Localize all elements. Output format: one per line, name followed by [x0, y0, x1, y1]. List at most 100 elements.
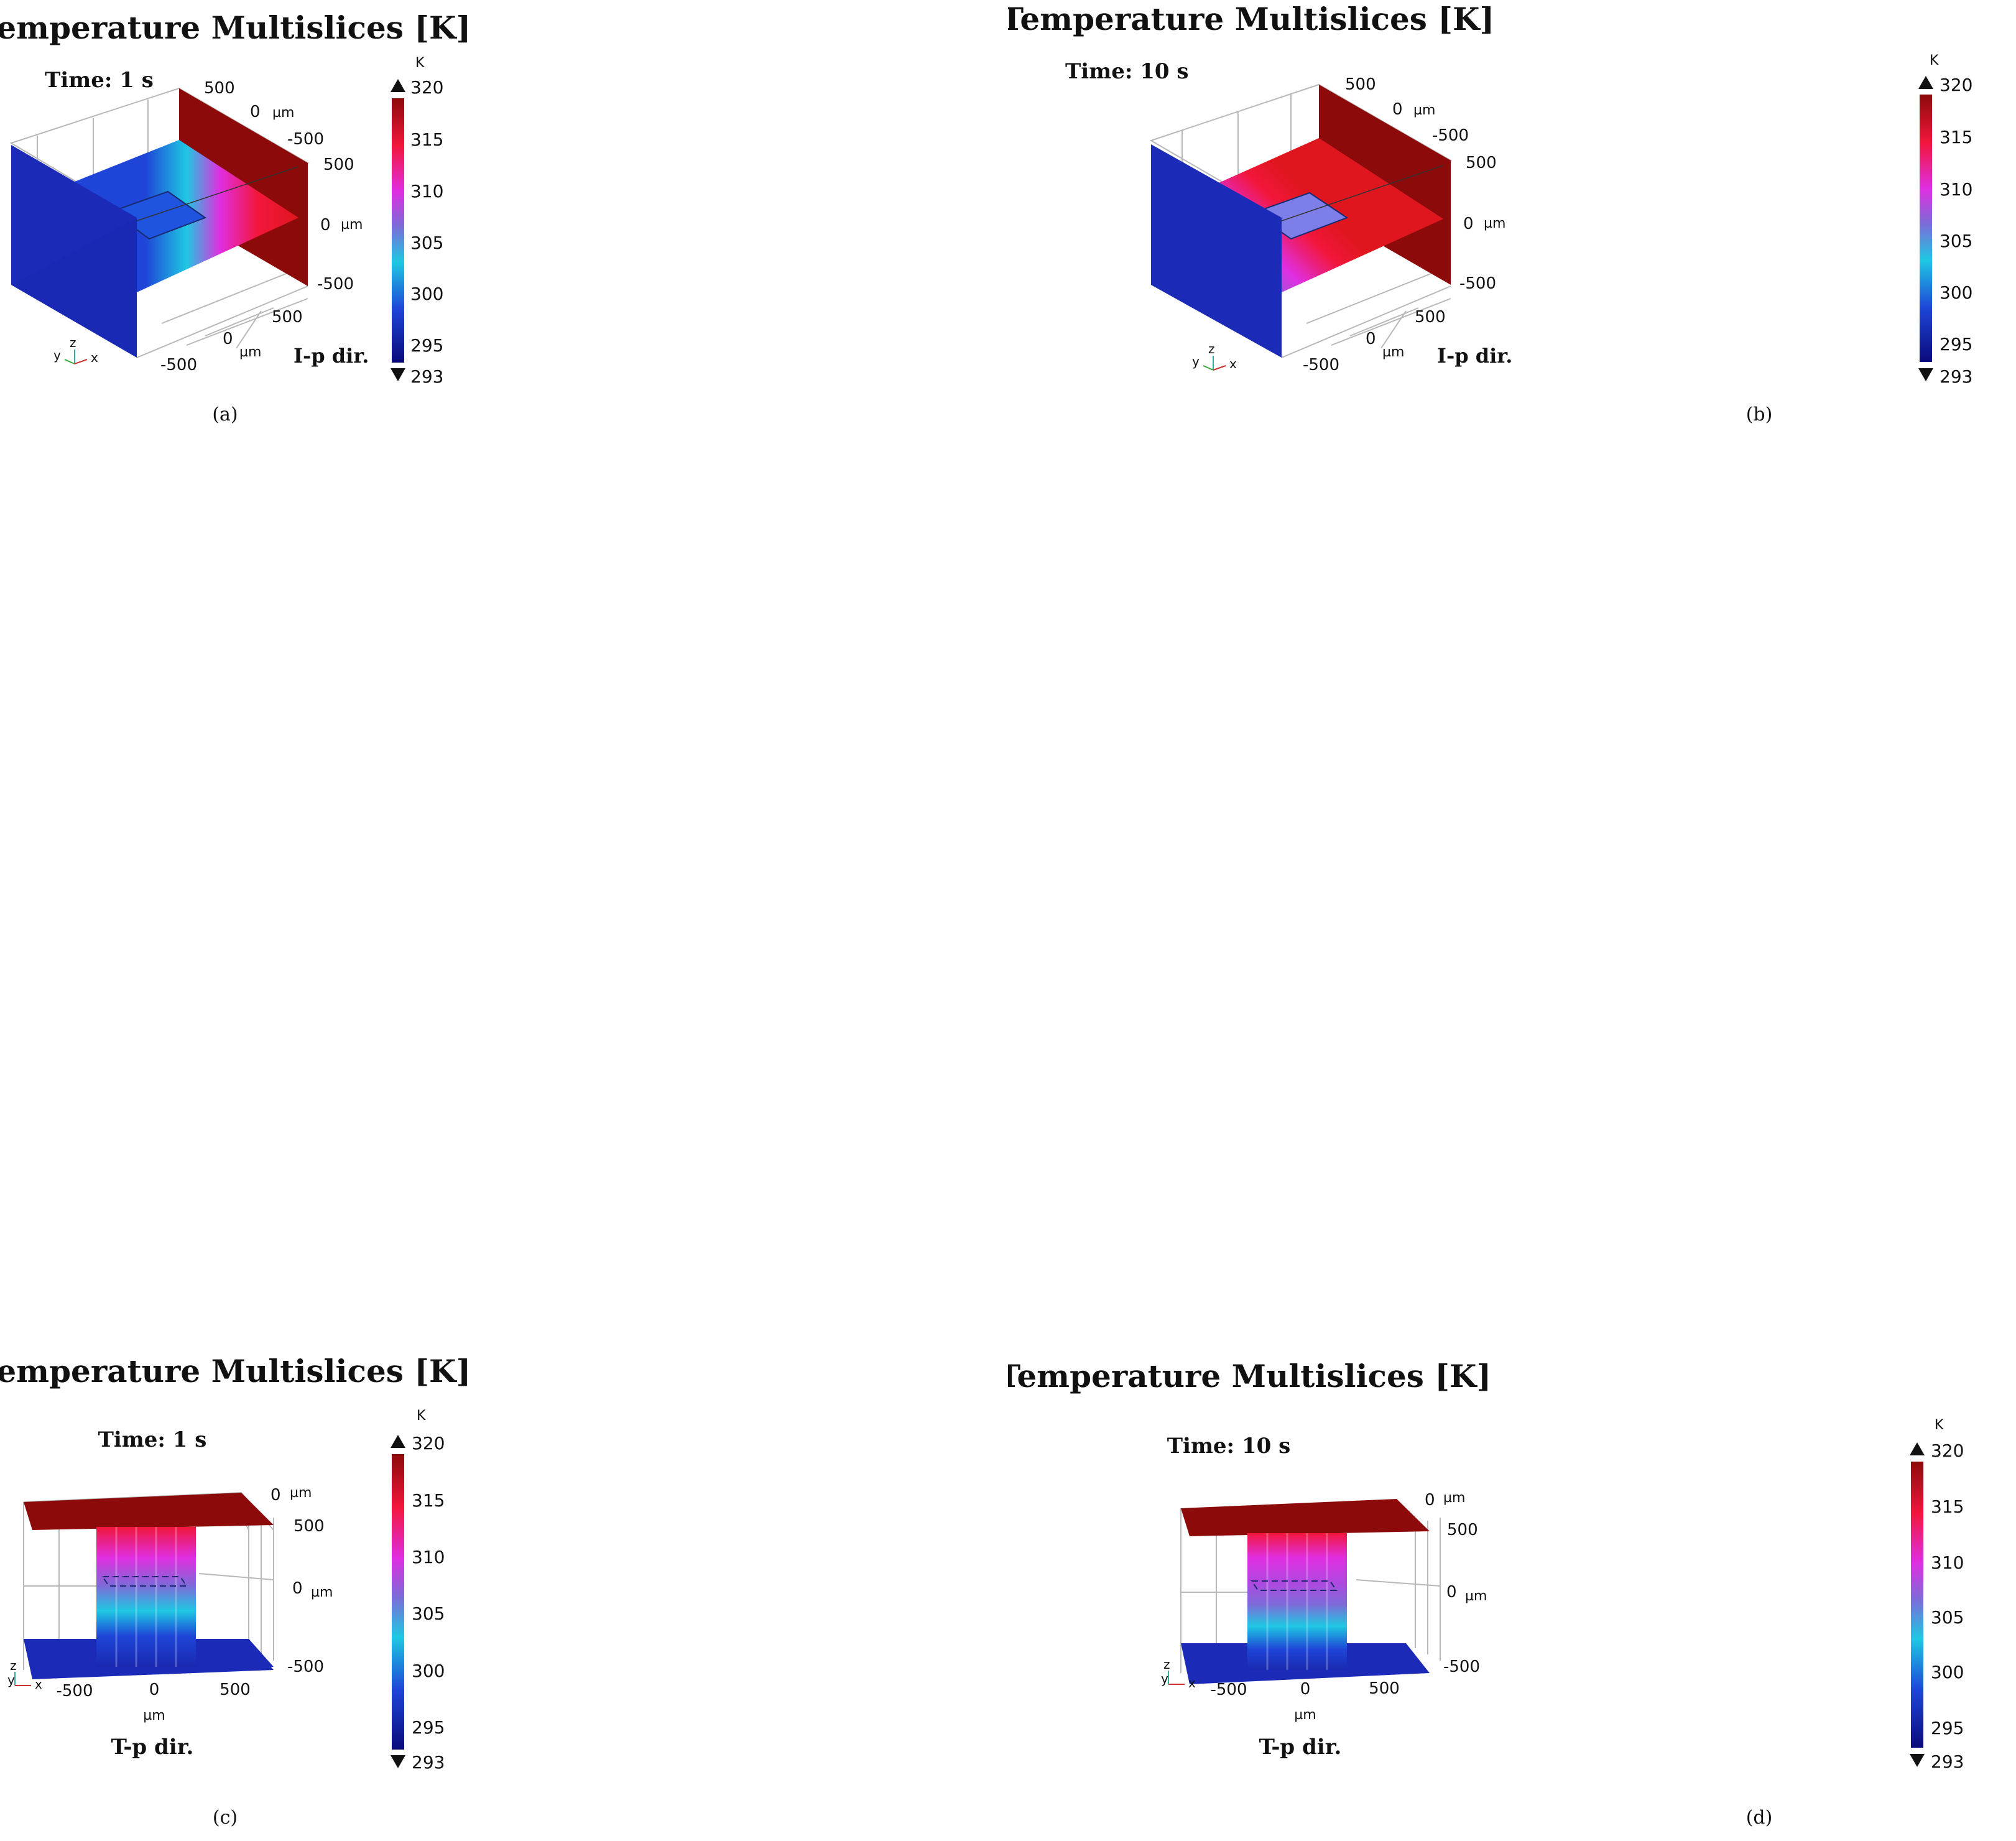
colorbar-unit: K	[415, 55, 425, 71]
svg-text:0: 0	[250, 103, 261, 121]
svg-text:x: x	[1229, 356, 1237, 371]
front-slice	[11, 145, 137, 358]
svg-text:0: 0	[1392, 100, 1403, 119]
x-axis-labels: -500 0 500 µm	[56, 1681, 250, 1723]
panel-d: Temperature Multislices [K] Time: 10 s 0…	[1008, 920, 2016, 1841]
svg-text:µm: µm	[311, 1585, 333, 1600]
svg-text:295: 295	[1940, 334, 1972, 355]
panel-a-figure: Temperature Multislices [K] Time: 1 s 50…	[0, 9, 471, 425]
triangle-up-icon	[1910, 1442, 1925, 1455]
svg-text:315: 315	[410, 129, 443, 150]
svg-text:x: x	[1188, 1676, 1196, 1690]
svg-text:500: 500	[1415, 308, 1446, 327]
svg-text:z: z	[70, 335, 76, 350]
direction-label: I-p dir.	[294, 344, 369, 368]
time-label: Time: 1 s	[98, 1427, 207, 1452]
colorbar-max: 320	[1931, 1440, 1964, 1461]
right-axis-labels: 500 0 µm -500	[1459, 154, 1505, 293]
svg-text:-500: -500	[287, 130, 324, 149]
triangle-down-icon	[391, 368, 405, 381]
svg-text:y: y	[1192, 354, 1200, 369]
direction-label: I-p dir.	[1437, 344, 1512, 368]
svg-text:x: x	[91, 350, 98, 365]
time-label: Time: 1 s	[45, 68, 154, 93]
front-slice	[1151, 144, 1282, 358]
panel-title: Temperature Multislices [K]	[0, 9, 471, 46]
panel-a: Temperature Multislices [K] Time: 1 s 50…	[0, 0, 1008, 920]
triangle-up-icon	[391, 1435, 405, 1448]
colorbar-max: 320	[410, 77, 443, 98]
svg-text:y: y	[1161, 1671, 1168, 1686]
svg-text:0: 0	[1425, 1491, 1435, 1509]
panel-caption: (a)	[212, 404, 238, 425]
svg-text:µm: µm	[239, 345, 261, 360]
colorbar-gradient	[392, 98, 404, 363]
panel-caption: (b)	[1746, 404, 1773, 425]
svg-text:500: 500	[204, 79, 235, 98]
direction-label: T-p dir.	[111, 1735, 194, 1760]
svg-text:310: 310	[410, 181, 443, 202]
svg-text:310: 310	[1931, 1552, 1964, 1573]
panel-title: Temperature Multislices [K]	[1008, 1, 1494, 37]
vertical-slices-front	[96, 1527, 196, 1667]
svg-text:315: 315	[412, 1490, 445, 1511]
svg-text:0: 0	[320, 216, 331, 234]
svg-text:-500: -500	[1432, 126, 1469, 145]
svg-text:-500: -500	[56, 1682, 93, 1700]
axis-triad-icon: z y x	[1192, 341, 1237, 371]
svg-text:305: 305	[1940, 231, 1972, 251]
panel-b: Temperature Multislices [K] Time: 10 s 5…	[1008, 0, 2016, 920]
panel-caption: (c)	[213, 1807, 238, 1829]
svg-text:x: x	[35, 1677, 42, 1692]
triangle-up-icon	[1918, 76, 1933, 89]
svg-text:y: y	[7, 1672, 15, 1687]
center-line	[1269, 165, 1444, 226]
top-slice	[1181, 1499, 1430, 1536]
svg-text:µm: µm	[272, 105, 294, 121]
svg-text:µm: µm	[290, 1485, 312, 1501]
axis-triad-icon: z y x	[7, 1658, 42, 1692]
right-axis-labels: 500 0 µm -500	[317, 155, 363, 294]
x-axis-labels: -500 0 500 µm	[1210, 1679, 1399, 1723]
colorbar: K 320 315 310 305 300 295 293	[1910, 1417, 1964, 1772]
svg-text:500: 500	[1369, 1679, 1400, 1698]
colorbar: K 320 315 310 305 300 295 293	[1918, 53, 1972, 387]
back-axis-labels: 500 0 µm -500	[1345, 75, 1469, 145]
colorbar-max: 320	[1940, 75, 1972, 95]
svg-text:0: 0	[149, 1681, 160, 1699]
svg-text:0: 0	[223, 330, 233, 348]
svg-text:305: 305	[1931, 1607, 1964, 1628]
svg-text:µm: µm	[1382, 345, 1404, 360]
svg-text:-500: -500	[1303, 356, 1339, 374]
bottom-axis-labels: 500 0 µm -500	[160, 308, 303, 374]
svg-text:305: 305	[412, 1603, 445, 1624]
svg-text:295: 295	[412, 1717, 445, 1738]
panel-title: Temperature Multislices [K]	[0, 1353, 471, 1389]
svg-text:z: z	[1163, 1657, 1170, 1672]
svg-text:300: 300	[410, 284, 443, 304]
panel-caption: (d)	[1746, 1807, 1773, 1829]
center-line	[127, 166, 299, 225]
svg-text:-500: -500	[287, 1658, 324, 1676]
time-label: Time: 10 s	[1065, 59, 1189, 84]
direction-label: T-p dir.	[1259, 1735, 1342, 1760]
colorbar-min: 293	[412, 1752, 445, 1773]
axis-triad-icon: z y x	[53, 335, 98, 365]
triangle-down-icon	[1918, 368, 1933, 381]
vertical-slices	[1247, 1533, 1347, 1670]
svg-text:µm: µm	[1413, 103, 1435, 118]
right-axis-labels: 0 µm 500 0 µm -500	[1425, 1490, 1487, 1676]
triangle-down-icon	[391, 1755, 405, 1768]
svg-text:0: 0	[1300, 1680, 1311, 1699]
svg-text:500: 500	[294, 1517, 325, 1536]
svg-text:300: 300	[412, 1661, 445, 1681]
panel-c: Temperature Multislices [K] Time: 1 s	[0, 920, 1008, 1841]
colorbar-unit: K	[1930, 53, 1939, 68]
colorbar-unit: K	[417, 1408, 426, 1424]
back-axis-labels: 500 0 µm -500	[204, 79, 324, 149]
colorbar-max: 320	[412, 1433, 445, 1454]
svg-text:µm: µm	[1484, 216, 1505, 231]
colorbar-gradient	[1920, 95, 1932, 362]
svg-text:0: 0	[292, 1579, 303, 1598]
panel-b-figure: Temperature Multislices [K] Time: 10 s 5…	[1008, 1, 1972, 425]
